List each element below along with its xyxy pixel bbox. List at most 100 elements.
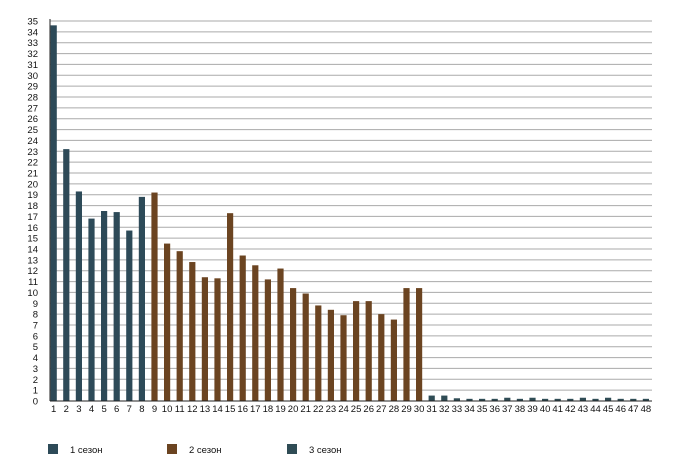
x-tick-label: 28 <box>389 404 400 415</box>
y-tick-label: 8 <box>33 310 38 321</box>
bar-40 <box>542 398 549 401</box>
y-tick-label: 24 <box>27 136 38 147</box>
y-tick-label: 23 <box>27 147 38 158</box>
x-tick-label: 13 <box>200 404 211 415</box>
bar-33 <box>453 398 460 401</box>
y-tick-label: 16 <box>27 223 38 234</box>
bar-22 <box>315 305 322 401</box>
bar-31 <box>428 395 435 401</box>
x-tick-label: 33 <box>452 404 463 415</box>
y-tick-label: 28 <box>27 93 38 104</box>
y-axis-ticks: 0123456789101112131415161718192021222324… <box>27 17 38 408</box>
bar-35 <box>479 398 486 401</box>
bar-44 <box>592 398 599 401</box>
x-tick-label: 26 <box>363 404 374 415</box>
bar-20 <box>290 288 297 401</box>
y-tick-label: 2 <box>33 375 38 386</box>
y-tick-label: 11 <box>28 277 38 288</box>
bar-13 <box>201 277 208 401</box>
bar-17 <box>252 265 259 401</box>
bar-14 <box>214 278 221 401</box>
x-tick-label: 18 <box>263 404 274 415</box>
bar-39 <box>529 397 536 401</box>
y-tick-label: 27 <box>27 103 38 114</box>
y-tick-label: 14 <box>27 245 38 256</box>
legend-item: 1 сезон <box>48 444 103 456</box>
y-tick-label: 20 <box>27 179 38 190</box>
bar-26 <box>365 301 372 401</box>
x-tick-label: 2 <box>64 404 69 415</box>
bar-19 <box>277 268 284 401</box>
x-tick-label: 23 <box>326 404 337 415</box>
x-tick-label: 29 <box>401 404 412 415</box>
bar-5 <box>101 211 108 401</box>
x-tick-label: 39 <box>527 404 538 415</box>
x-tick-label: 14 <box>212 404 223 415</box>
x-tick-label: 35 <box>477 404 488 415</box>
x-axis-ticks: 1 2 3 4 5 6 7 8 9 10 11 12 13 14 15 16 17 18 19 20 21 22 23 24 2… <box>51 404 651 415</box>
y-tick-label: 6 <box>33 331 38 342</box>
x-tick-label: 45 <box>603 404 614 415</box>
x-tick-label: 32 <box>439 404 450 415</box>
bars <box>50 25 649 401</box>
x-tick-label: 15 <box>225 404 236 415</box>
y-tick-label: 32 <box>27 49 38 60</box>
legend-label: 2 сезон <box>189 445 222 456</box>
y-tick-label: 18 <box>27 201 38 212</box>
x-tick-label: 17 <box>250 404 261 415</box>
x-tick-label: 47 <box>628 404 639 415</box>
legend-item: 3 сезон <box>287 444 342 456</box>
grid-lines <box>50 20 652 391</box>
bar-42 <box>567 398 574 401</box>
bar-25 <box>353 301 360 401</box>
bar-16 <box>239 255 246 401</box>
y-tick-label: 25 <box>27 125 38 136</box>
y-tick-label: 26 <box>27 114 38 125</box>
bar-3 <box>75 191 82 401</box>
bar-28 <box>390 319 397 401</box>
x-tick-label: 41 <box>552 404 563 415</box>
bar-48 <box>642 398 649 401</box>
y-tick-label: 21 <box>27 169 38 180</box>
bar-45 <box>605 397 612 401</box>
x-tick-label: 27 <box>376 404 387 415</box>
x-tick-label: 10 <box>162 404 173 415</box>
y-tick-label: 5 <box>33 342 38 353</box>
y-tick-label: 0 <box>33 397 38 408</box>
y-tick-label: 9 <box>33 299 38 310</box>
x-tick-label: 22 <box>313 404 324 415</box>
legend-label: 1 сезон <box>70 445 103 456</box>
y-tick-label: 19 <box>27 190 38 201</box>
bar-8 <box>138 196 145 401</box>
bar-1 <box>50 25 57 401</box>
legend-item: 2 сезон <box>167 444 222 456</box>
bar-46 <box>617 398 624 401</box>
x-tick-label: 36 <box>489 404 500 415</box>
bar-7 <box>126 230 133 401</box>
y-tick-label: 10 <box>27 288 38 299</box>
x-tick-label: 40 <box>540 404 551 415</box>
bar-21 <box>302 293 309 401</box>
y-tick-label: 1 <box>33 386 38 397</box>
x-tick-label: 30 <box>414 404 425 415</box>
y-tick-label: 4 <box>33 353 38 364</box>
y-tick-label: 29 <box>27 82 38 93</box>
bar-30 <box>416 288 423 401</box>
bar-32 <box>441 395 448 401</box>
x-tick-label: 37 <box>502 404 513 415</box>
y-tick-label: 3 <box>33 364 38 375</box>
x-tick-label: 8 <box>139 404 144 415</box>
x-tick-label: 46 <box>615 404 626 415</box>
bar-38 <box>516 398 523 401</box>
bar-4 <box>88 218 95 401</box>
legend-swatch <box>167 444 177 454</box>
x-tick-label: 1 <box>51 404 56 415</box>
legend-swatch <box>287 444 297 454</box>
bar-11 <box>176 251 183 401</box>
x-tick-label: 11 <box>175 404 185 415</box>
x-tick-label: 38 <box>515 404 526 415</box>
bar-23 <box>327 309 334 401</box>
x-tick-label: 48 <box>641 404 652 415</box>
x-tick-label: 7 <box>127 404 132 415</box>
